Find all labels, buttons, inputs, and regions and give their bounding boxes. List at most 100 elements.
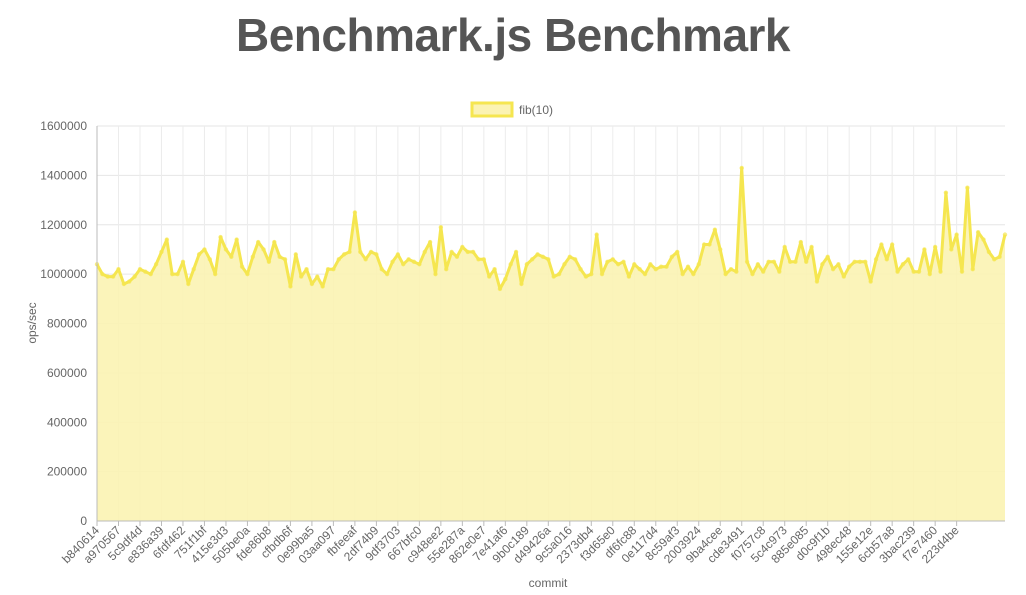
data-point[interactable]	[868, 279, 873, 284]
data-point[interactable]	[965, 185, 970, 190]
data-point[interactable]	[610, 257, 615, 262]
data-point[interactable]	[578, 266, 583, 272]
data-point[interactable]	[401, 262, 406, 267]
data-point[interactable]	[744, 259, 750, 264]
data-point[interactable]	[551, 274, 556, 279]
data-point[interactable]	[454, 254, 460, 260]
data-point[interactable]	[196, 252, 202, 257]
data-point[interactable]	[997, 254, 1002, 260]
data-point[interactable]	[503, 276, 508, 282]
data-point[interactable]	[229, 254, 234, 260]
data-point[interactable]	[637, 266, 642, 272]
data-point[interactable]	[213, 271, 218, 277]
data-point[interactable]	[272, 239, 277, 245]
data-point[interactable]	[959, 269, 965, 274]
data-point[interactable]	[341, 252, 347, 257]
data-point[interactable]	[793, 259, 798, 264]
data-point[interactable]	[180, 259, 186, 264]
data-point[interactable]	[449, 249, 454, 255]
data-point[interactable]	[406, 257, 411, 262]
data-point[interactable]	[777, 269, 782, 274]
data-point[interactable]	[701, 242, 707, 247]
data-point[interactable]	[170, 271, 175, 277]
legend-swatch[interactable]	[470, 101, 514, 118]
data-point[interactable]	[836, 262, 841, 267]
data-point[interactable]	[589, 271, 594, 277]
data-point[interactable]	[954, 232, 959, 237]
data-point[interactable]	[970, 266, 975, 272]
data-point[interactable]	[540, 254, 546, 260]
data-point[interactable]	[191, 266, 196, 272]
data-point[interactable]	[572, 257, 578, 262]
data-point[interactable]	[916, 269, 922, 274]
data-point[interactable]	[444, 266, 449, 272]
data-point[interactable]	[148, 271, 153, 277]
data-point[interactable]	[261, 247, 266, 252]
data-point[interactable]	[513, 249, 519, 255]
data-point[interactable]	[900, 262, 906, 267]
data-point[interactable]	[352, 210, 358, 215]
data-point[interactable]	[889, 242, 895, 247]
data-point[interactable]	[309, 281, 315, 287]
data-point[interactable]	[325, 266, 331, 272]
data-point[interactable]	[605, 259, 610, 264]
data-point[interactable]	[164, 237, 170, 242]
data-point[interactable]	[787, 259, 793, 264]
legend[interactable]: fib(10)	[470, 101, 553, 118]
data-point[interactable]	[943, 190, 949, 195]
data-point[interactable]	[975, 229, 981, 235]
data-point[interactable]	[508, 262, 513, 267]
data-point[interactable]	[427, 239, 433, 245]
data-point[interactable]	[132, 274, 137, 279]
data-point[interactable]	[374, 252, 379, 257]
data-point[interactable]	[175, 271, 180, 277]
data-point[interactable]	[347, 249, 352, 255]
data-point[interactable]	[465, 249, 470, 255]
data-point[interactable]	[223, 247, 229, 252]
data-point[interactable]	[798, 239, 804, 245]
data-point[interactable]	[315, 274, 320, 279]
data-point[interactable]	[884, 257, 889, 262]
data-point[interactable]	[234, 237, 239, 242]
data-point[interactable]	[562, 262, 567, 267]
data-point[interactable]	[476, 257, 481, 262]
data-point[interactable]	[922, 247, 927, 252]
data-point[interactable]	[852, 259, 857, 264]
data-point[interactable]	[938, 269, 943, 274]
data-point[interactable]	[100, 271, 105, 277]
data-point[interactable]	[288, 284, 293, 289]
data-point[interactable]	[524, 262, 530, 267]
data-point[interactable]	[680, 271, 685, 277]
data-point[interactable]	[379, 266, 384, 272]
data-point[interactable]	[218, 234, 223, 240]
data-point[interactable]	[159, 249, 164, 255]
data-point[interactable]	[298, 274, 304, 279]
data-point[interactable]	[927, 271, 932, 277]
data-point[interactable]	[841, 274, 847, 279]
data-point[interactable]	[664, 264, 669, 269]
data-point[interactable]	[368, 249, 374, 255]
data-point[interactable]	[202, 247, 207, 252]
data-point[interactable]	[127, 279, 132, 284]
data-point[interactable]	[986, 249, 992, 255]
data-point[interactable]	[245, 271, 250, 277]
data-point[interactable]	[497, 286, 503, 292]
data-point[interactable]	[529, 257, 535, 262]
data-point[interactable]	[669, 254, 675, 260]
data-point[interactable]	[433, 271, 438, 277]
data-point[interactable]	[691, 271, 696, 277]
data-point[interactable]	[825, 254, 830, 260]
data-point[interactable]	[487, 274, 492, 279]
data-point[interactable]	[438, 225, 444, 230]
data-point[interactable]	[830, 266, 836, 272]
data-point[interactable]	[250, 254, 256, 260]
data-point[interactable]	[707, 242, 712, 247]
data-point[interactable]	[728, 266, 734, 272]
data-point[interactable]	[143, 269, 148, 274]
data-point[interactable]	[395, 252, 401, 257]
data-point[interactable]	[411, 259, 417, 264]
data-point[interactable]	[481, 257, 487, 262]
data-point[interactable]	[492, 266, 497, 272]
data-point[interactable]	[583, 274, 589, 279]
data-point[interactable]	[755, 262, 761, 267]
